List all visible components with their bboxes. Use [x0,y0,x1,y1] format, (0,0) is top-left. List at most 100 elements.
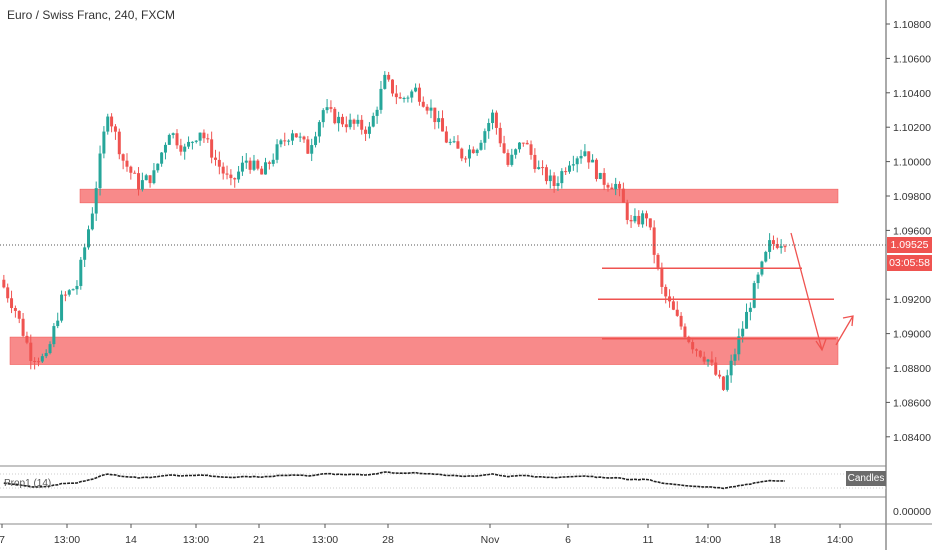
candle-body [756,274,760,284]
candle-body [641,213,645,225]
candle-body [764,251,768,262]
candle-body [587,151,591,163]
time-label: Nov [481,534,500,546]
candle-body [379,88,383,110]
candle-body [83,247,87,260]
current-price-badge: 1.09525 [887,237,932,253]
candle-body [60,294,64,321]
countdown-badge: 03:05:58 [887,255,932,271]
candle-body [267,162,271,164]
time-label: 13:00 [54,534,80,546]
candle-body [644,213,648,219]
candle-body [479,142,483,150]
candle-body [779,246,783,248]
price-label: 1.10400 [893,88,931,100]
candle-body [306,139,310,154]
price-label: 1.08600 [893,397,931,409]
candle-body [783,246,787,248]
candle-body [6,287,10,299]
candle-body [741,328,745,337]
candle-body [302,136,306,140]
candle-body [67,290,71,295]
candle-body [444,131,448,143]
candle-body [344,124,348,128]
price-label: 1.10200 [893,122,931,134]
candle-body [441,118,445,132]
candle-body [452,141,456,143]
candle-body [648,218,652,228]
candles-layer [2,71,787,392]
candle-body [771,240,775,244]
candle-body [402,97,406,99]
time-label: 7 [0,534,5,546]
candle-body [721,376,725,390]
candle-body [625,202,629,220]
candle-body [33,360,37,362]
candle-body [475,149,479,154]
candle-body [391,79,394,94]
candle-body [506,152,510,165]
candle-body [194,140,198,142]
time-label: 14:00 [695,534,721,546]
candle-body [321,110,325,123]
candle-body [167,134,171,145]
time-label: 13:00 [312,534,338,546]
down-arrow [790,232,823,351]
candle-body [40,356,44,362]
candle-body [448,141,452,143]
candle-body [148,175,152,184]
candle-body [290,133,294,141]
candle-body [87,229,91,248]
candle-body [733,354,737,361]
candle-body [571,164,575,166]
candle-body [371,115,375,127]
candle-body [660,267,664,287]
drawings-layer [598,232,854,352]
candle-body [460,148,464,159]
candle-body [36,361,40,363]
candle-body [718,374,722,377]
candle-body [583,151,587,156]
candle-body [63,294,67,296]
price-label: 1.09200 [893,294,931,306]
candle-body [529,144,533,155]
candle-body [768,240,772,252]
candle-body [98,153,102,189]
time-label: 11 [643,534,654,546]
candle-body [329,107,333,109]
candle-body [429,107,433,111]
candle-body [491,112,495,124]
candle-body [383,74,387,89]
candle-body [21,318,25,336]
resistance-zone [79,188,839,204]
candle-body [702,356,706,362]
candle-body [487,123,491,132]
price-label: 1.10000 [893,157,931,169]
candle-body [317,122,321,137]
candle-body [179,145,183,152]
time-label: 14 [125,534,137,546]
candle-body [606,184,610,188]
candle-body [375,109,379,116]
candle-body [217,159,221,167]
candle-body [544,167,548,182]
candle-body [144,175,148,181]
time-label: 21 [253,534,265,546]
candles-mode-button[interactable]: Candles [846,471,886,486]
candle-body [614,183,618,190]
candle-body [17,310,21,319]
candle-body [360,119,364,130]
price-label: 1.08800 [893,363,931,375]
candle-body [137,173,141,190]
candle-body [94,188,98,214]
candle-body [337,116,341,124]
candle-body [417,87,421,102]
candle-body [110,116,114,127]
candle-body [213,157,217,160]
candle-body [710,359,714,363]
candle-body [171,133,175,135]
candle-body [310,145,314,154]
candle-body [652,227,656,255]
candle-body [90,213,94,230]
